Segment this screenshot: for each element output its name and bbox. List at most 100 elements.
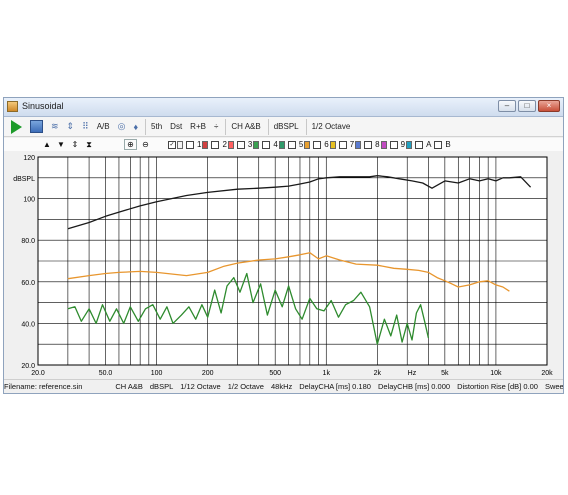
target-button[interactable]: ◎ xyxy=(115,119,129,135)
octave-select-button[interactable]: 1/2 Octave xyxy=(305,118,354,135)
checkbox xyxy=(211,140,220,149)
channel-2-toggle[interactable]: 2 xyxy=(211,140,234,149)
channel-select-button[interactable]: CH A&B xyxy=(225,118,263,135)
zoom-in-button[interactable]: ⊕ xyxy=(124,139,137,150)
triangle-up-icon[interactable]: ▲ xyxy=(43,140,51,149)
play-button[interactable] xyxy=(8,119,25,135)
fifth-harmonic-button[interactable]: 5th xyxy=(145,118,165,135)
window-title: Sinusoidal xyxy=(22,101,64,111)
x-tick-label: 20.0 xyxy=(31,370,45,377)
channel-number-label: 8 xyxy=(375,140,380,149)
channel-b-toggle[interactable]: B xyxy=(434,140,451,149)
y-tick-label: 60.0 xyxy=(21,280,35,287)
status-bar: Filename: reference.sin CH A&B dBSPL 1/1… xyxy=(4,379,563,393)
level-icon: ⇕ xyxy=(66,121,75,131)
y-tick-label: 120 xyxy=(23,155,35,162)
zoom-out-button[interactable]: ⊖ xyxy=(139,139,152,150)
status-delay-a: DelayCHA [ms] 0.180 xyxy=(299,382,371,391)
channel-number-label: 9 xyxy=(400,140,406,149)
status-rate: 48kHz xyxy=(270,382,293,391)
channel-1-toggle[interactable]: 1 xyxy=(186,140,209,149)
swatch xyxy=(177,140,183,149)
series-line-3 xyxy=(67,272,430,345)
checkbox xyxy=(236,140,245,149)
checkbox xyxy=(364,140,373,149)
status-filename: Filename: reference.sin xyxy=(4,382,83,391)
close-button[interactable]: × xyxy=(538,100,560,112)
triangle-down-icon[interactable]: ▼ xyxy=(57,140,65,149)
tune-icon: ⠿ xyxy=(82,121,89,131)
channel-checkbox-list: 1 2 3 4 5 6 7 8 9 xyxy=(186,140,415,149)
checkbox xyxy=(338,140,347,149)
channel-color-swatch xyxy=(227,140,234,149)
channel-3-toggle[interactable]: 3 xyxy=(236,140,260,149)
channel-9-toggle[interactable]: 9 xyxy=(389,140,413,149)
y-tick-label: 40.0 xyxy=(21,321,35,328)
distortion-button[interactable]: Dst xyxy=(170,122,183,131)
title-bar: Sinusoidal – □ × xyxy=(4,98,563,117)
rb-button[interactable]: R+B xyxy=(190,122,206,131)
channel-4-toggle[interactable]: 4 xyxy=(262,140,285,149)
x-tick-label: 500 xyxy=(269,370,281,377)
frequency-response-chart[interactable]: 20.0 40.0 60.0 80.0 100 120 dBSPL 20.0 50.0 100 20… xyxy=(6,152,562,380)
channel-7-toggle[interactable]: 7 xyxy=(338,140,362,149)
expand-vertical-icon[interactable]: ⇕ xyxy=(71,140,79,149)
magnifier-icon: ⊖ xyxy=(142,140,149,149)
checkbox xyxy=(415,140,424,149)
x-tick-label: 50.0 xyxy=(99,370,113,377)
status-channel: CH A&B xyxy=(115,382,143,391)
y-tick-label: 80.0 xyxy=(21,238,35,245)
fit-vertical-icon[interactable]: ⧗ xyxy=(86,139,92,149)
status-octave: 1/2 Octave xyxy=(227,382,264,391)
target-icon: ◎ xyxy=(117,121,126,131)
channel-b-label: B xyxy=(445,140,451,149)
channel-number-label: 7 xyxy=(349,140,355,149)
checkbox xyxy=(434,140,443,149)
mic-button[interactable]: ♦ xyxy=(130,119,141,135)
channel-6-toggle[interactable]: 6 xyxy=(313,140,336,149)
x-tick-label: 2k xyxy=(374,370,382,377)
checkbox xyxy=(287,140,296,149)
channel-number-label: 5 xyxy=(298,140,304,149)
channel-a-label: A xyxy=(426,140,432,149)
checkbox xyxy=(186,140,194,149)
cm-button[interactable]: ÷ xyxy=(213,122,219,131)
channel-color-swatch xyxy=(329,140,336,149)
channel-color-swatch xyxy=(202,140,209,149)
microphone-icon: ♦ xyxy=(133,121,139,132)
checkbox: ✓ xyxy=(168,140,176,149)
x-tick-label: 200 xyxy=(202,370,214,377)
channel-color-swatch xyxy=(355,140,362,149)
channel-5-toggle[interactable]: 5 xyxy=(287,140,311,149)
x-axis-unit-label: Hz xyxy=(408,370,417,377)
minimize-button[interactable]: – xyxy=(498,100,516,112)
tune-button[interactable]: ⠿ xyxy=(79,119,92,135)
save-icon xyxy=(30,120,43,133)
x-tick-label: 100 xyxy=(151,370,163,377)
channel-color-swatch xyxy=(304,140,311,149)
channel-a-toggle[interactable]: A xyxy=(415,140,431,149)
window-controls: – □ × xyxy=(498,100,560,112)
checkbox xyxy=(262,140,271,149)
channel-color-swatch xyxy=(406,140,413,149)
checkbox xyxy=(313,140,322,149)
channel-number-label: 3 xyxy=(247,140,253,149)
play-icon xyxy=(11,119,22,134)
channel-8-toggle[interactable]: 8 xyxy=(364,140,387,149)
magnifier-plus-icon: ⊕ xyxy=(127,140,134,149)
channel-all-checkbox[interactable]: ✓ xyxy=(168,140,183,149)
status-unit: dBSPL xyxy=(149,382,174,391)
unit-select-button[interactable]: dBSPL xyxy=(267,118,302,135)
app-icon xyxy=(7,101,18,112)
channel-b-button[interactable]: ⇕ xyxy=(64,119,78,135)
save-button[interactable] xyxy=(27,119,46,135)
channel-number-label: 4 xyxy=(273,140,278,149)
status-smoothing: 1/12 Octave xyxy=(180,382,221,391)
x-tick-label: 5k xyxy=(441,370,449,377)
x-tick-label: 10k xyxy=(490,370,502,377)
channel-color-swatch xyxy=(380,140,387,149)
maximize-button[interactable]: □ xyxy=(518,100,536,112)
checkbox xyxy=(389,140,398,149)
channel-a-button[interactable]: ≋ xyxy=(48,119,62,135)
ab-button[interactable]: A/B xyxy=(96,122,110,131)
